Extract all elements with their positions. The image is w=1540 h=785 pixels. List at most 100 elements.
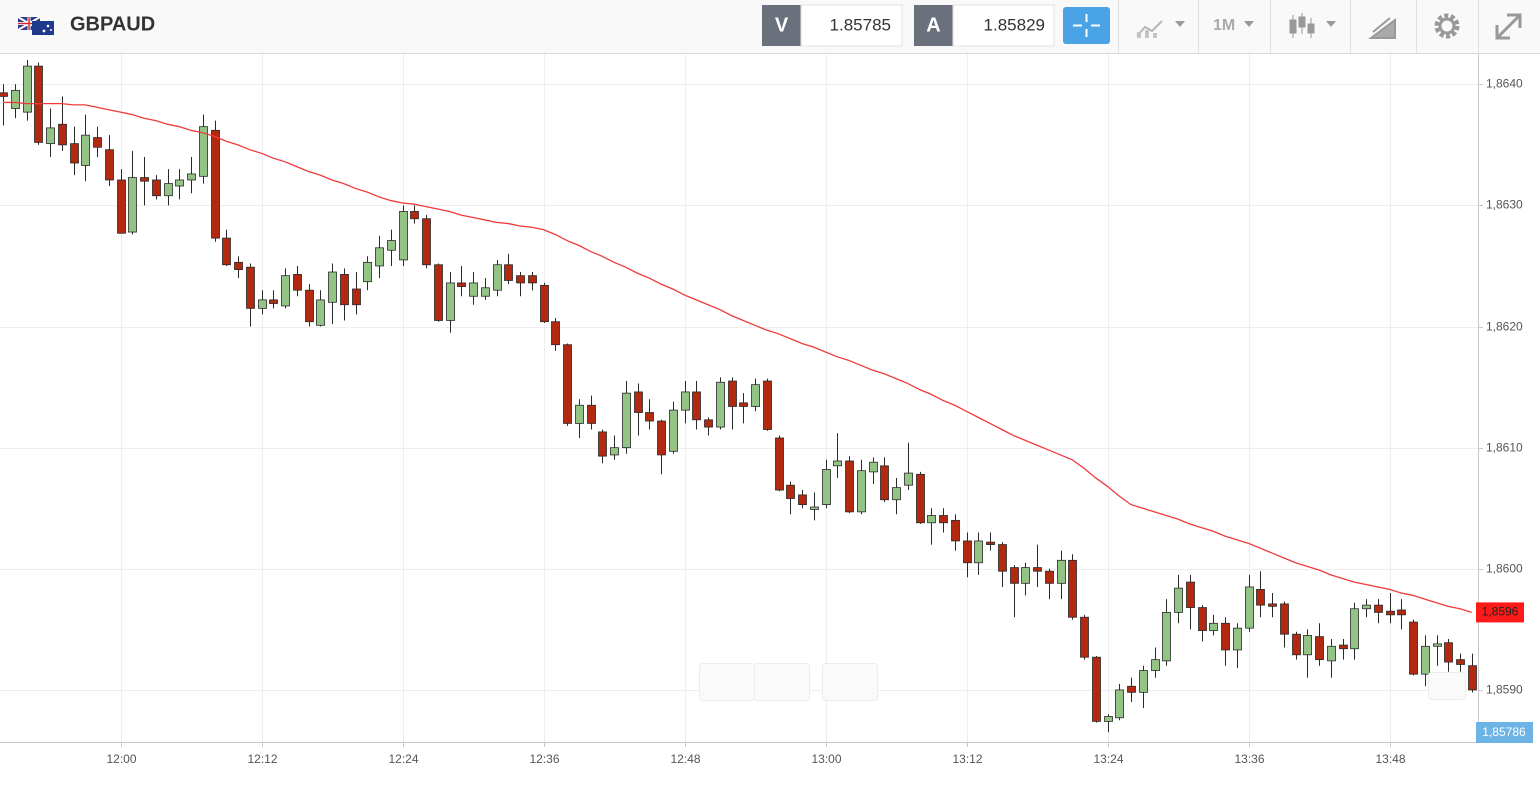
candle-body bbox=[493, 264, 502, 291]
bid-button[interactable] bbox=[762, 5, 801, 46]
candle-body bbox=[281, 275, 290, 307]
candle-body bbox=[704, 419, 713, 428]
x-tick-label: 12:12 bbox=[247, 752, 277, 766]
nav-button[interactable] bbox=[754, 663, 810, 701]
candle-body bbox=[1433, 643, 1442, 647]
candle-body bbox=[892, 487, 901, 501]
ask-button[interactable] bbox=[914, 5, 953, 46]
nav-buttons bbox=[699, 663, 1466, 701]
candle-body bbox=[70, 143, 79, 164]
candle-body bbox=[211, 129, 220, 239]
candle-body bbox=[1421, 645, 1430, 675]
candle-body bbox=[645, 412, 654, 422]
candle-body bbox=[457, 282, 466, 287]
price-tag: 1,85786 bbox=[1482, 725, 1526, 739]
candle-body bbox=[316, 299, 325, 326]
candle-body bbox=[434, 264, 443, 321]
candle-body bbox=[563, 344, 572, 424]
candle-body bbox=[1350, 608, 1359, 650]
candle-body bbox=[387, 240, 396, 251]
toolbar-separators bbox=[1118, 0, 1479, 53]
candle-body bbox=[258, 299, 267, 309]
candle-body bbox=[1339, 644, 1348, 650]
y-tick-label: 1,8640 bbox=[1486, 77, 1523, 91]
candle-body bbox=[305, 289, 314, 323]
bid-box bbox=[800, 4, 903, 47]
candle-body bbox=[199, 126, 208, 177]
candle-body bbox=[328, 271, 337, 303]
candle-body bbox=[1068, 559, 1077, 618]
candle-body bbox=[1292, 633, 1301, 656]
moving-average bbox=[3, 101, 1472, 614]
flag-icon bbox=[17, 16, 54, 35]
y-tick-label: 1,8600 bbox=[1486, 562, 1523, 576]
candle-body bbox=[622, 392, 631, 449]
candle-body bbox=[857, 470, 866, 513]
candle-body bbox=[775, 437, 784, 491]
price-tag-box bbox=[1476, 722, 1533, 743]
candle-body bbox=[187, 173, 196, 181]
candle-body bbox=[46, 127, 55, 145]
bid-label: V bbox=[775, 14, 789, 36]
x-tick-label: 12:36 bbox=[529, 752, 559, 766]
candle-body bbox=[692, 391, 701, 421]
candle-body bbox=[798, 494, 807, 505]
candle-body bbox=[1221, 622, 1230, 651]
crosshair-button[interactable] bbox=[1063, 7, 1110, 44]
candle-body bbox=[175, 179, 184, 187]
candle-body bbox=[1045, 570, 1054, 584]
timeframe[interactable]: 1M bbox=[1213, 17, 1235, 34]
candle-body bbox=[880, 465, 889, 501]
candle-body bbox=[1174, 587, 1183, 613]
timeframe-arrow bbox=[1244, 21, 1254, 27]
candle-body bbox=[587, 404, 596, 424]
candle-body bbox=[246, 266, 255, 309]
ask-price: 1.85829 bbox=[984, 15, 1045, 34]
candle-body bbox=[0, 92, 8, 97]
candle-body bbox=[481, 287, 490, 297]
candle-body bbox=[1456, 659, 1465, 665]
candle-body bbox=[117, 179, 126, 234]
chart-type-button[interactable] bbox=[1136, 20, 1185, 38]
bid-price: 1.85785 bbox=[830, 15, 891, 34]
candle-body bbox=[916, 473, 925, 524]
candle-body bbox=[739, 402, 748, 407]
settings-button[interactable] bbox=[1434, 13, 1460, 39]
candle-body bbox=[716, 381, 725, 428]
candle-body bbox=[1245, 586, 1254, 629]
candle-body bbox=[669, 409, 678, 452]
candle-body bbox=[1021, 567, 1030, 584]
draw-tools-button[interactable] bbox=[1368, 17, 1396, 39]
candle-body bbox=[375, 247, 384, 267]
candle-body bbox=[128, 177, 137, 233]
y-tick-label: 1,8590 bbox=[1486, 683, 1523, 697]
candle-body bbox=[1444, 642, 1453, 663]
candle-style-button[interactable] bbox=[1289, 13, 1336, 38]
nav-button[interactable] bbox=[822, 663, 878, 701]
nav-button[interactable] bbox=[1428, 672, 1466, 700]
candle-body bbox=[1057, 559, 1066, 584]
candle-body bbox=[634, 391, 643, 413]
candle-body bbox=[1209, 622, 1218, 631]
candle-body bbox=[58, 123, 67, 146]
candle-body bbox=[1162, 611, 1171, 662]
candle-body bbox=[610, 447, 619, 456]
candle-body bbox=[786, 484, 795, 499]
ma-label: 1,8596 bbox=[1482, 605, 1519, 619]
candle-body bbox=[1315, 636, 1324, 661]
candle-body bbox=[1327, 645, 1336, 662]
candle-body bbox=[152, 179, 161, 197]
candle-body bbox=[1151, 659, 1160, 671]
candle-body bbox=[1092, 656, 1101, 722]
nav-button[interactable] bbox=[699, 663, 755, 701]
candle-body bbox=[1256, 588, 1265, 606]
candle-body bbox=[575, 404, 584, 424]
candle-body bbox=[1127, 685, 1136, 693]
fullscreen-button[interactable] bbox=[1495, 13, 1522, 40]
candle-body bbox=[1409, 621, 1418, 675]
candle-body bbox=[1186, 581, 1195, 608]
candle-body bbox=[927, 515, 936, 524]
candle-body bbox=[551, 321, 560, 346]
candle-body bbox=[363, 261, 372, 283]
